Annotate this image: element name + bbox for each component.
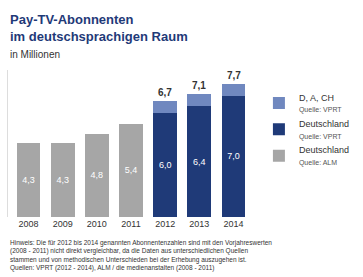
svg-text:4,8: 4,8	[91, 170, 104, 180]
svg-text:6,0: 6,0	[159, 160, 172, 170]
svg-text:2014: 2014	[223, 219, 243, 229]
svg-text:2011: 2011	[121, 219, 140, 229]
svg-text:Hinweis: Die für 2012 bis 2014: Hinweis: Die für 2012 bis 2014 genannten…	[10, 239, 272, 272]
svg-text:Pay-TV-Abonnentenim deutschspr: Pay-TV-Abonnentenim deutschsprachigen Ra…	[10, 12, 188, 44]
svg-text:2010: 2010	[87, 219, 107, 229]
svg-text:7,0: 7,0	[227, 151, 240, 161]
svg-text:4,3: 4,3	[22, 175, 35, 185]
svg-text:5,4: 5,4	[125, 165, 138, 175]
svg-text:2009: 2009	[53, 219, 73, 229]
svg-text:6,7: 6,7	[158, 87, 172, 98]
svg-text:2012: 2012	[155, 219, 175, 229]
svg-text:4,3: 4,3	[56, 175, 69, 185]
svg-text:2013: 2013	[189, 219, 209, 229]
svg-text:7,1: 7,1	[192, 80, 206, 91]
svg-text:in Millionen: in Millionen	[10, 49, 60, 60]
svg-text:DeutschlandQuelle: VPRT: DeutschlandQuelle: VPRT	[299, 119, 349, 141]
svg-text:6,4: 6,4	[193, 157, 206, 167]
svg-text:D, A, CHQuelle: VPRT: D, A, CHQuelle: VPRT	[299, 93, 342, 115]
svg-text:7,7: 7,7	[227, 70, 241, 81]
svg-text:2008: 2008	[18, 219, 38, 229]
svg-text:DeutschlandQuelle: ALM: DeutschlandQuelle: ALM	[299, 145, 349, 167]
